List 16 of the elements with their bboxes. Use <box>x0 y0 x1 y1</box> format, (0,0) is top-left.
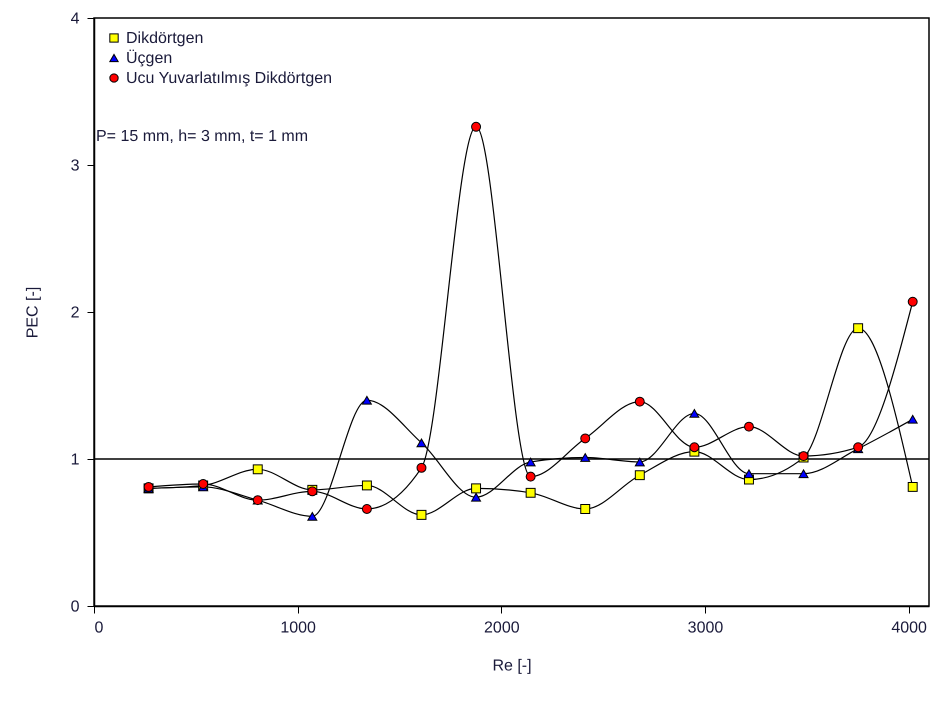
x-tick-label: 3000 <box>688 620 724 636</box>
y-tick-label: 2 <box>70 304 80 322</box>
x-tick-label: 1000 <box>280 620 316 636</box>
y-tick-label: 1 <box>70 452 80 468</box>
x-tick-label: 4000 <box>891 620 928 636</box>
legend-label: Ucu Yuvarlatılmış Dikdörtgen <box>126 70 332 87</box>
y-axis-title: PEC [-] <box>24 286 42 338</box>
legend-label: Dikdörtgen <box>126 30 204 47</box>
y-tick-label: 0 <box>70 598 80 616</box>
legend-label: Üçgen <box>126 49 172 67</box>
x-axis-title: Re [-] <box>492 658 532 674</box>
annotation: P= 15 mm, h= 3 mm, t= 1 mm <box>96 128 308 145</box>
y-tick-label: 4 <box>70 10 80 28</box>
x-tick-label: 2000 <box>484 620 520 636</box>
y-tick-label: 3 <box>70 158 80 174</box>
x-tick-label: 0 <box>94 620 104 636</box>
